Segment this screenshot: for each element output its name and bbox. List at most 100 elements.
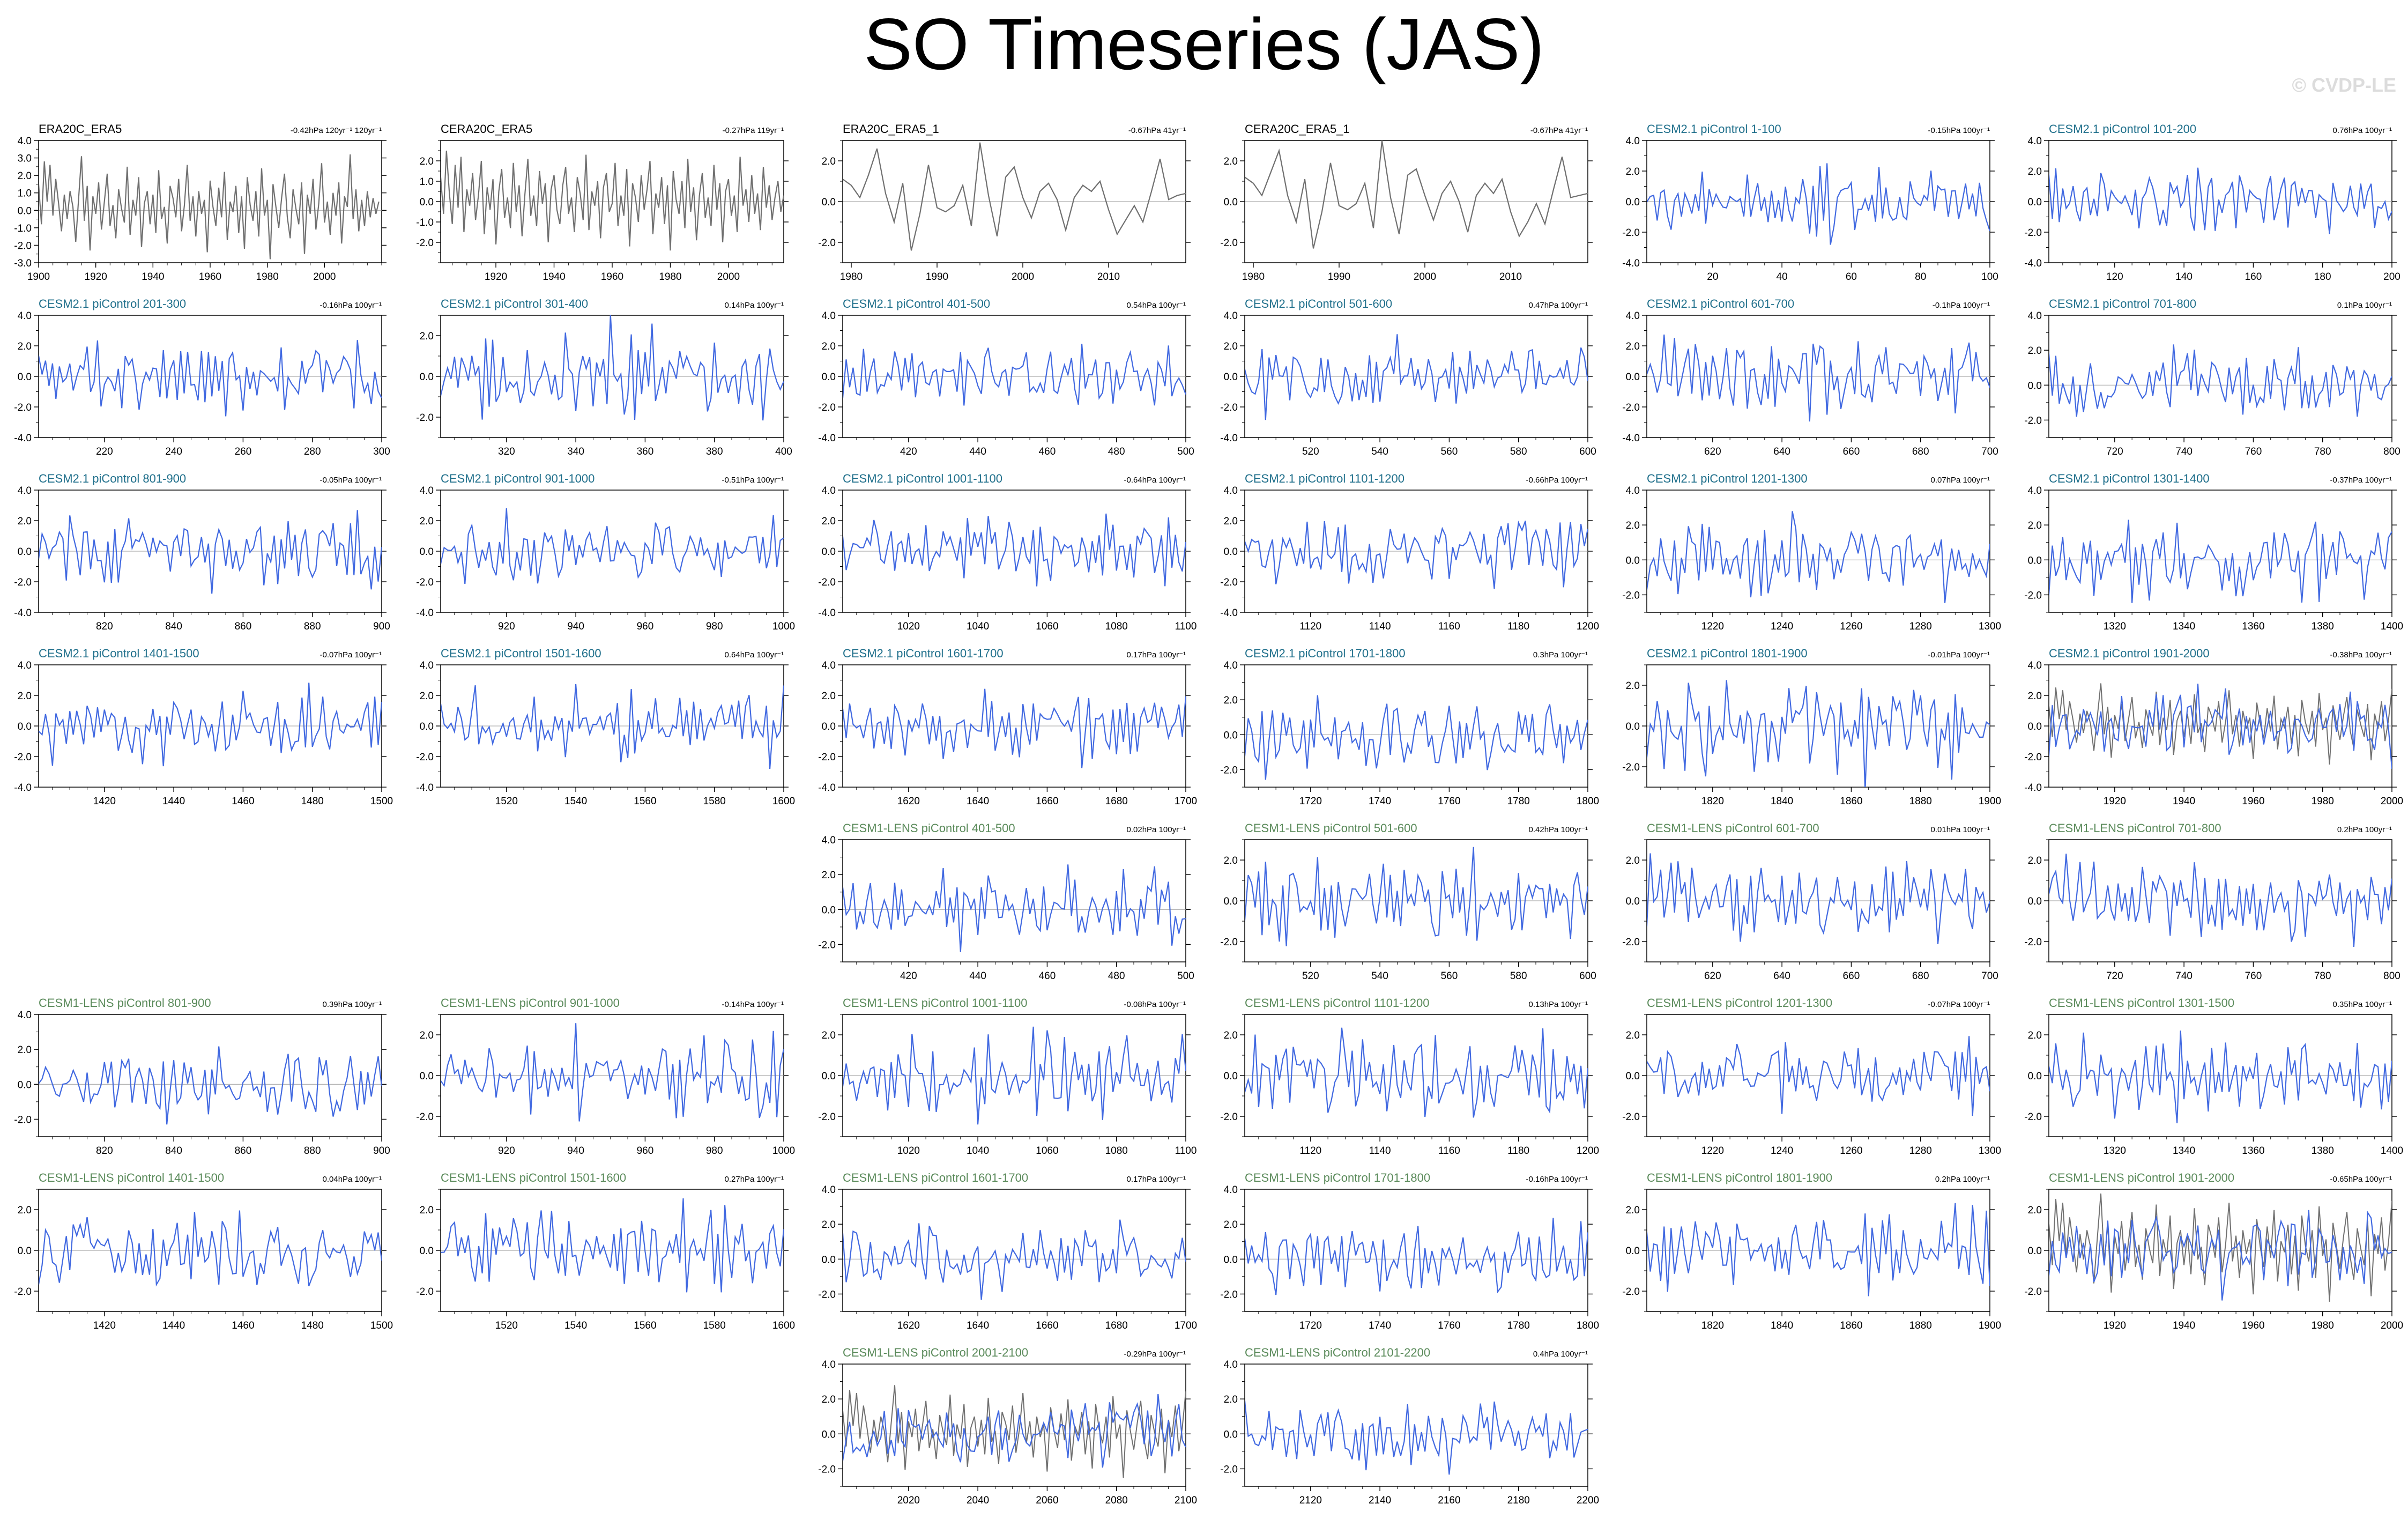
y-tick-label: 2.0 [1626, 680, 1640, 692]
x-tick-label: 540 [1371, 446, 1388, 457]
timeseries-panel: -4.0 -2.0 0.0 2.0 4.0 1620 1640 1660 1680 1700 CES… [818, 647, 1197, 807]
x-tick-label: 160 [2245, 271, 2262, 283]
x-tick-label: 1980 [2312, 1320, 2334, 1331]
y-tick-label: -4.0 [14, 607, 32, 619]
y-tick-label: -2.0 [416, 1112, 434, 1123]
panel-trend: 0.35hPa 100yr⁻¹ [2333, 1000, 2392, 1009]
x-tick-label: 1860 [1840, 1320, 1862, 1331]
series-line [843, 1026, 1186, 1125]
panel-title: CESM2.1 piControl 1401-1500 [39, 647, 199, 660]
y-tick-label: -2.0 [2024, 1112, 2042, 1123]
panel-title: CESM2.1 piControl 501-600 [1245, 297, 1392, 310]
y-tick-label: 0.0 [1626, 721, 1640, 732]
y-tick-label: -2.0 [416, 412, 434, 424]
panel-trend: -0.1hPa 100yr⁻¹ [1933, 301, 1990, 310]
y-tick-label: 0.0 [1224, 1254, 1238, 1265]
timeseries-panel: -2.0 0.0 2.0 320 340 360 380 400 CESM2.1 piContr… [416, 297, 792, 457]
x-tick-label: 1640 [967, 796, 989, 807]
y-tick-label: -2.0 [14, 1114, 32, 1125]
y-tick-label: -2.0 [818, 1112, 836, 1123]
x-tick-label: 1840 [1771, 796, 1793, 807]
panel-trend: -0.27hPa 119yr⁻¹ [723, 126, 784, 135]
x-tick-label: 1120 [1299, 621, 1321, 632]
y-tick-label: 0.0 [822, 721, 836, 732]
y-tick-label: 2.0 [2028, 166, 2042, 177]
x-tick-label: 1640 [967, 1320, 989, 1331]
panel-trend: -0.38hPa 100yr⁻¹ [2330, 650, 2392, 660]
panel-trend: 0.64hPa 100yr⁻¹ [725, 650, 784, 660]
x-tick-label: 980 [706, 1145, 723, 1157]
y-tick-label: -2.0 [2024, 752, 2042, 763]
timeseries-panel: -4.0 -2.0 0.0 2.0 4.0 20 40 60 80 100 CESM2.1 piCo… [1622, 122, 1998, 283]
panel-trend: -0.67hPa 41yr⁻¹ [1128, 126, 1186, 135]
y-tick-label: -4.0 [818, 433, 836, 444]
x-tick-label: 1720 [1299, 796, 1322, 807]
timeseries-panel: -2.0 0.0 2.0 620 640 660 680 700 CESM1-LENS piCo… [1622, 821, 1998, 982]
y-tick-label: -2.0 [1220, 1289, 1238, 1300]
panel-title: CESM2.1 piControl 1801-1900 [1647, 647, 1808, 660]
y-tick-label: -4.0 [2024, 258, 2042, 269]
y-tick-label: 0.0 [420, 1246, 434, 1257]
timeseries-panel: -2.0 0.0 2.0 1820 1840 1860 1880 1900 CESM2.1 pi… [1622, 647, 2001, 807]
panel-title: ERA20C_ERA5 [39, 122, 122, 136]
plot-frame [842, 1364, 1186, 1487]
y-tick-label: 1.0 [420, 176, 434, 188]
x-tick-label: 1580 [703, 796, 726, 807]
plot-frame [1244, 1189, 1588, 1312]
y-tick-label: 2.0 [2028, 1205, 2042, 1216]
y-tick-label: 0.0 [1626, 1071, 1640, 1082]
y-tick-label: 2.0 [420, 1030, 434, 1041]
timeseries-panel: -2.0 0.0 2.0 920 940 960 980 1000 CESM1-LENS piC… [416, 996, 795, 1157]
x-tick-label: 1380 [2312, 1145, 2334, 1157]
obs-overlay-line [843, 1385, 1186, 1478]
y-tick-label: 0.0 [2028, 896, 2042, 907]
y-tick-label: -2.0 [818, 577, 836, 588]
y-tick-label: 2.0 [822, 1219, 836, 1231]
y-tick-label: 2.0 [2028, 1030, 2042, 1041]
x-tick-label: 2020 [897, 1495, 920, 1506]
timeseries-panel: -2.0 0.0 2.0 1820 1840 1860 1880 1900 CESM1-LENS… [1622, 1171, 2001, 1331]
timeseries-panel: -2.0 0.0 2.0 4.0 720 740 760 780 800 CESM2.1 piCo… [2024, 297, 2400, 457]
x-tick-label: 1480 [301, 1320, 324, 1331]
x-tick-label: 1800 [1577, 796, 1599, 807]
y-tick-label: -2.0 [1220, 1112, 1238, 1123]
x-tick-label: 1840 [1771, 1320, 1793, 1331]
y-tick-label: 0.0 [1224, 896, 1238, 907]
panel-title: CESM1-LENS piControl 1901-2000 [2049, 1171, 2234, 1184]
x-tick-label: 80 [1915, 271, 1926, 283]
timeseries-panel: -4.0 -2.0 0.0 2.0 4.0 1420 1440 1460 1480 1500 CES… [14, 647, 393, 807]
y-tick-label: 2.0 [1626, 341, 1640, 352]
x-tick-label: 800 [2383, 970, 2400, 982]
x-tick-label: 700 [1981, 446, 1998, 457]
x-tick-label: 1700 [1175, 796, 1197, 807]
y-tick-label: 0.0 [420, 372, 434, 383]
x-tick-label: 640 [1773, 970, 1790, 982]
x-tick-label: 480 [1108, 446, 1125, 457]
y-tick-label: 2.0 [2028, 691, 2042, 702]
y-tick-label: 0.0 [2028, 555, 2042, 566]
series-line [1647, 853, 1990, 945]
page-title: SO Timeseries (JAS) [864, 3, 1544, 85]
y-tick-label: 4.0 [1224, 310, 1238, 322]
series-line [1647, 1036, 1990, 1116]
y-tick-label: -4.0 [2024, 782, 2042, 794]
x-tick-label: 1240 [1771, 621, 1793, 632]
x-tick-label: 1600 [772, 1320, 795, 1331]
x-tick-label: 2000 [2381, 796, 2403, 807]
y-tick-label: -2.0 [2024, 590, 2042, 601]
x-tick-label: 2140 [1369, 1495, 1391, 1506]
y-tick-label: -2.0 [1220, 937, 1238, 948]
panel-title: CESM2.1 piControl 701-800 [2049, 297, 2196, 310]
timeseries-panel: -4.0 -2.0 0.0 2.0 4.0 520 540 560 580 600 CESM2.1 … [1220, 297, 1596, 457]
series-line [843, 1219, 1186, 1300]
y-tick-label: 2.0 [2028, 520, 2042, 531]
y-tick-label: 4.0 [822, 310, 836, 322]
y-tick-label: 1.0 [18, 188, 32, 199]
timeseries-panel: -2.0 0.0 2.0 4.0 1320 1340 1360 1380 1400 CESM2.1… [2024, 472, 2403, 632]
panel-trend: 0.27hPa 100yr⁻¹ [725, 1175, 784, 1184]
y-tick-label: -4.0 [14, 433, 32, 444]
panel-trend: 0.54hPa 100yr⁻¹ [1127, 301, 1186, 310]
x-tick-label: 1080 [1105, 1145, 1128, 1157]
series-line [1245, 1400, 1588, 1475]
